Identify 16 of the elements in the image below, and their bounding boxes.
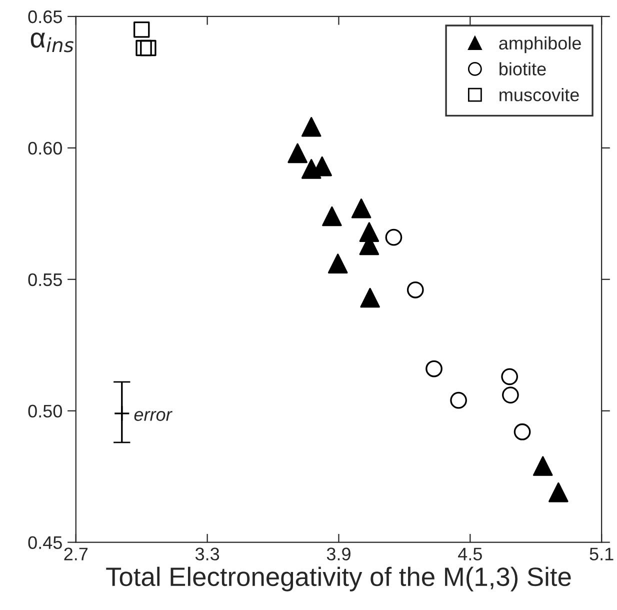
y-axis-title: α$_{ins}$ bbox=[30, 32, 74, 52]
x-tick-label: 3.9 bbox=[326, 548, 350, 560]
legend-label: muscovite bbox=[500, 88, 579, 102]
y-tick-label: 0.55 bbox=[28, 273, 62, 286]
x-tick-label: 2.7 bbox=[64, 548, 88, 560]
y-tick-label: 0.50 bbox=[28, 404, 62, 418]
x-axis-title: Total Electronegativity of the M(1,3) Site bbox=[106, 566, 571, 592]
x-tick-label: 5.1 bbox=[590, 548, 614, 560]
y-tick-label: 0.65 bbox=[28, 10, 62, 24]
legend-label: biotite bbox=[500, 62, 546, 76]
y-tick-label: 0.45 bbox=[28, 536, 62, 550]
annotation: error bbox=[134, 411, 172, 421]
legend-label: amphibole bbox=[499, 36, 581, 54]
x-tick-label: 3.3 bbox=[195, 548, 220, 560]
x-tick-label: 4.5 bbox=[458, 548, 482, 560]
y-tick-label: 0.60 bbox=[28, 142, 62, 155]
